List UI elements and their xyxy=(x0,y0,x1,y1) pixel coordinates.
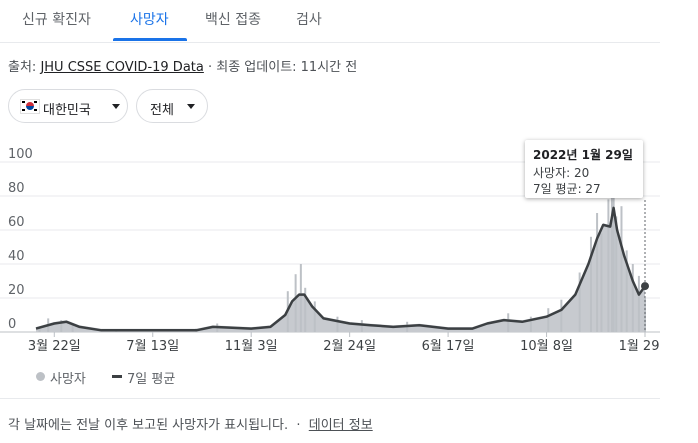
source-link[interactable]: JHU CSSE COVID-19 Data xyxy=(40,60,204,75)
y-tick-label: 100 xyxy=(8,147,33,162)
chevron-down-icon xyxy=(187,104,195,109)
hover-point xyxy=(641,282,649,291)
tab-bar: 신규 확진자 사망자 백신 접종 검사 xyxy=(0,0,660,43)
footer-separator: · xyxy=(296,418,301,433)
range-dropdown[interactable]: 전체 xyxy=(136,89,208,123)
deaths-chart[interactable]: 0 20 40 60 80 100 3월 22일 7월 13일 11월 3일 2월 24일 6월 … xyxy=(0,140,660,360)
seven-day-average-line xyxy=(35,206,647,332)
tooltip-deaths: 사망자: 20 xyxy=(533,166,590,180)
active-tab-indicator xyxy=(113,38,187,41)
x-tick-label: 10월 8일 xyxy=(520,339,573,354)
south-korea-flag-icon xyxy=(20,99,40,114)
data-info-link[interactable]: 데이터 정보 xyxy=(308,418,373,433)
average-legend-swatch xyxy=(112,375,122,378)
deaths-bar xyxy=(313,301,316,332)
deaths-bar xyxy=(631,264,634,332)
tooltip-average: 7일 평균: 27 xyxy=(533,182,601,196)
deaths-bar xyxy=(304,287,307,332)
deaths-bar xyxy=(547,308,550,332)
deaths-bar xyxy=(38,326,41,332)
y-tick-label: 40 xyxy=(8,249,25,264)
deaths-bars xyxy=(36,206,645,332)
x-tick-label: 2월 24일 xyxy=(323,339,376,354)
deaths-bar xyxy=(578,272,581,332)
y-tick-label: 80 xyxy=(8,181,25,196)
deaths-bar xyxy=(336,316,339,332)
x-tick-label: 11월 3일 xyxy=(225,339,278,354)
deaths-bar xyxy=(589,236,592,332)
deaths-bar xyxy=(60,320,63,332)
x-tick-label: 3월 22일 xyxy=(28,339,81,354)
deaths-bar xyxy=(607,199,610,332)
country-dropdown[interactable]: 대한민국 xyxy=(8,89,128,123)
divider xyxy=(0,398,660,399)
deaths-bar xyxy=(294,274,297,332)
deaths-bar xyxy=(507,313,510,332)
x-axis-labels: 3월 22일 7월 13일 11월 3일 2월 24일 6월 17일 10월 8일 1월 2… xyxy=(28,332,660,354)
country-label: 대한민국 xyxy=(43,103,91,118)
deaths-bar xyxy=(625,250,628,332)
deaths-bar xyxy=(360,320,363,332)
average-legend-label: 7일 평균 xyxy=(127,372,176,387)
deaths-bar xyxy=(620,206,623,332)
tab-tests[interactable]: 검사 xyxy=(296,12,322,28)
y-tick-label: 60 xyxy=(8,215,25,230)
deaths-bar xyxy=(612,154,615,332)
y-tick-label: 20 xyxy=(8,283,25,298)
chevron-down-icon xyxy=(112,104,120,109)
update-info: · 최종 업데이트: 11시간 전 xyxy=(203,60,358,75)
deaths-bar xyxy=(644,298,646,332)
deaths-bar xyxy=(71,323,74,332)
deaths-bar xyxy=(637,275,640,332)
deaths-legend-swatch xyxy=(36,372,45,381)
deaths-bar xyxy=(560,299,563,332)
deaths-bar xyxy=(299,264,302,332)
deaths-bar xyxy=(610,172,613,332)
y-tick-label: 0 xyxy=(8,317,16,332)
deaths-legend-label: 사망자 xyxy=(50,372,86,387)
range-label: 전체 xyxy=(150,103,174,118)
source-prefix: 출처: xyxy=(8,60,41,75)
tab-deaths[interactable]: 사망자 xyxy=(130,12,169,28)
footer-note: 각 날짜에는 전날 이후 보고된 사망자가 표시됩니다. · 데이터 정보 xyxy=(8,414,373,433)
x-tick-label: 6월 17일 xyxy=(422,339,475,354)
x-tick-label: 1월 29일 xyxy=(619,339,660,354)
footer-text: 각 날짜에는 전날 이후 보고된 사망자가 표시됩니다. xyxy=(8,418,289,433)
x-tick-label: 7월 13일 xyxy=(126,339,179,354)
tab-new-cases[interactable]: 신규 확진자 xyxy=(22,12,91,28)
deaths-bar xyxy=(600,233,603,332)
deaths-bar xyxy=(596,213,599,332)
chart-tooltip: 2022년 1월 29일 사망자: 20 7일 평균: 27 xyxy=(525,140,643,198)
y-axis-labels: 0 20 40 60 80 100 xyxy=(8,147,33,332)
deaths-bar xyxy=(529,316,532,332)
deaths-bar xyxy=(615,216,618,332)
tab-vaccinations[interactable]: 백신 접종 xyxy=(205,12,261,28)
source-line: 출처: JHU CSSE COVID-19 Data · 최종 업데이트: 11… xyxy=(8,56,357,75)
tooltip-date: 2022년 1월 29일 xyxy=(533,148,633,162)
